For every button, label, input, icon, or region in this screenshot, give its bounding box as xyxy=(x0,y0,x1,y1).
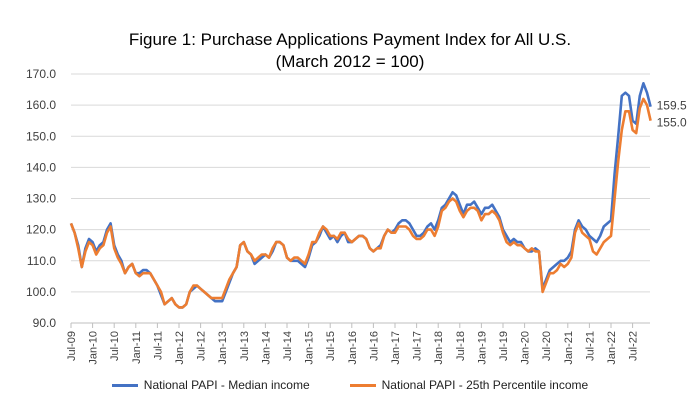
x-tick-label: Jul-09 xyxy=(66,331,78,361)
series-line-25th-percentile xyxy=(69,97,652,309)
end-data-label: 155.0 xyxy=(657,116,687,130)
x-tick-label: Jul-16 xyxy=(368,331,380,361)
x-tick-label: Jul-18 xyxy=(455,331,467,361)
x-tick-label: Jan-16 xyxy=(347,331,359,365)
y-tick-label: 170.0 xyxy=(26,67,56,81)
x-tick-label: Jan-14 xyxy=(260,331,272,365)
series-line-median xyxy=(69,82,652,309)
x-tick-label: Jan-13 xyxy=(217,331,229,365)
legend-item-25th: National PAPI - 25th Percentile income xyxy=(349,378,589,392)
legend-label-25th: National PAPI - 25th Percentile income xyxy=(381,378,589,392)
x-tick-label: Jan-19 xyxy=(476,331,488,365)
x-tick-label: Jul-15 xyxy=(325,331,337,361)
y-tick-label: 160.0 xyxy=(26,98,56,112)
x-tick-label: Jan-10 xyxy=(88,331,100,365)
x-tick-label: Jul-21 xyxy=(584,331,596,361)
x-tick-label: Jan-15 xyxy=(304,331,316,365)
x-tick-label: Jan-20 xyxy=(520,331,532,365)
x-tick-label: Jan-22 xyxy=(606,331,618,365)
end-data-label: 159.5 xyxy=(657,99,687,113)
x-tick-label: Jul-13 xyxy=(239,331,251,361)
y-tick-label: 110.0 xyxy=(27,254,56,268)
x-tick-label: Jul-22 xyxy=(628,331,640,361)
legend-label-median: National PAPI - Median income xyxy=(143,378,310,392)
y-tick-label: 130.0 xyxy=(26,192,56,206)
y-tick-label: 90.0 xyxy=(33,316,57,330)
y-tick-label: 100.0 xyxy=(26,285,56,299)
x-tick-label: Jul-11 xyxy=(152,331,164,360)
y-tick-label: 150.0 xyxy=(26,129,56,143)
y-tick-label: 140.0 xyxy=(26,160,56,174)
y-tick-label: 120.0 xyxy=(26,223,56,237)
x-tick-label: Jul-10 xyxy=(109,331,121,361)
x-tick-label: Jan-17 xyxy=(390,331,402,365)
legend-item-median: National PAPI - Median income xyxy=(111,378,310,392)
legend-swatch-25th xyxy=(349,383,376,387)
chart-subtitle: (March 2012 = 100) xyxy=(275,52,425,71)
x-tick-label: Jul-19 xyxy=(498,331,510,361)
x-tick-label: Jan-12 xyxy=(174,331,186,365)
x-tick-label: Jul-20 xyxy=(541,331,553,361)
legend-swatch-median xyxy=(111,383,138,387)
x-tick-label: Jan-11 xyxy=(131,331,143,364)
x-tick-label: Jul-14 xyxy=(282,331,294,361)
x-tick-label: Jul-12 xyxy=(196,331,208,361)
x-tick-label: Jul-17 xyxy=(412,331,424,361)
x-tick-label: Jan-21 xyxy=(563,331,575,365)
x-tick-label: Jan-18 xyxy=(433,331,445,365)
chart-title: Figure 1: Purchase Applications Payment … xyxy=(128,30,572,49)
legend: National PAPI - Median income National P… xyxy=(0,378,700,392)
